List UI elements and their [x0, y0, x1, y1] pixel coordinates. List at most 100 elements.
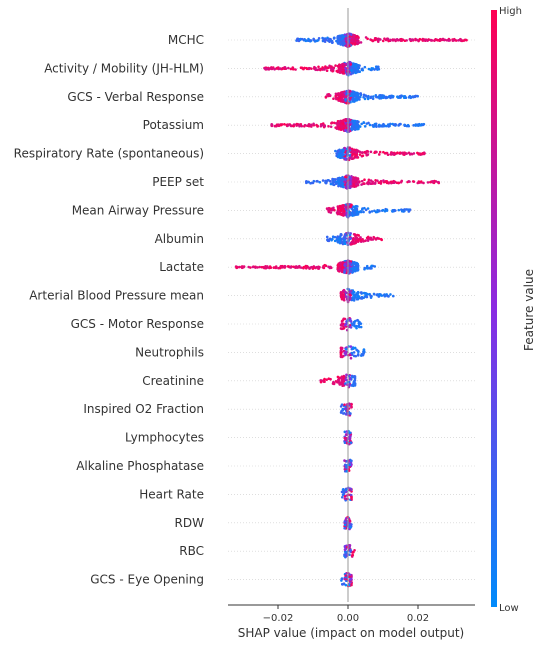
shap-point	[382, 124, 386, 128]
shap-point	[447, 39, 451, 42]
shap-point	[349, 345, 353, 348]
shap-point	[387, 39, 390, 43]
shap-point	[348, 437, 351, 441]
shap-point	[403, 123, 406, 127]
shap-point	[343, 268, 346, 272]
shap-point	[371, 97, 375, 101]
shap-point	[324, 65, 327, 68]
shap-point	[355, 326, 358, 330]
shap-point	[348, 98, 352, 101]
shap-point	[344, 350, 348, 354]
shap-point	[363, 178, 366, 181]
shap-point	[349, 156, 353, 160]
shap-point	[358, 153, 362, 156]
shap-point	[302, 265, 306, 269]
shap-point	[340, 152, 344, 155]
shap-point	[397, 124, 400, 127]
shap-point	[350, 351, 354, 355]
shap-point	[332, 381, 336, 385]
feature-label: Lymphocytes	[125, 431, 204, 445]
shap-point	[377, 181, 381, 185]
shap-point	[345, 70, 349, 73]
shap-point	[341, 90, 344, 94]
feature-label: Albumin	[155, 232, 204, 246]
shap-point	[343, 124, 347, 128]
shap-point	[355, 155, 359, 159]
shap-point	[399, 180, 403, 184]
shap-point	[350, 69, 353, 72]
shap-point	[341, 379, 344, 383]
shap-point	[344, 465, 348, 469]
shap-point	[315, 179, 319, 183]
shap-point	[348, 35, 352, 38]
shap-point	[289, 67, 293, 71]
shap-point	[299, 266, 303, 269]
shap-point	[349, 33, 353, 37]
shap-point	[353, 121, 356, 125]
shap-point	[343, 42, 346, 46]
shap-point	[341, 488, 345, 491]
shap-point	[338, 241, 342, 245]
shap-point	[258, 265, 262, 269]
shap-point	[272, 266, 276, 269]
shap-point	[330, 208, 334, 212]
shap-point	[338, 96, 342, 99]
shap-point	[382, 179, 385, 182]
shap-point	[372, 292, 376, 296]
shap-point	[337, 125, 340, 128]
shap-point	[289, 266, 293, 269]
shap-point	[420, 122, 424, 126]
shap-point	[354, 180, 358, 184]
shap-point	[254, 266, 257, 269]
shap-point	[343, 467, 347, 471]
feature-rows: MCHC Activity / Mobility (JH-HLM) GCS - Ve…	[14, 33, 475, 587]
shap-point	[348, 523, 351, 527]
shap-point	[463, 38, 467, 42]
shap-point	[348, 578, 352, 581]
shap-point	[382, 122, 385, 126]
shap-point	[350, 405, 353, 409]
shap-point	[292, 124, 296, 128]
shap-point	[332, 97, 335, 101]
feature-label: GCS - Eye Opening	[90, 573, 204, 587]
shap-point	[240, 265, 244, 268]
shap-point	[304, 264, 308, 268]
shap-point	[410, 152, 414, 156]
shap-point	[353, 128, 357, 131]
shap-point	[358, 125, 362, 128]
shap-point	[353, 213, 356, 217]
shap-point	[329, 265, 332, 269]
shap-point	[371, 180, 375, 184]
shap-point	[340, 213, 344, 217]
shap-point	[324, 181, 328, 185]
shap-point	[352, 236, 355, 240]
shap-point	[343, 441, 347, 445]
shap-point	[341, 408, 345, 412]
shap-point	[359, 92, 363, 95]
shap-point	[339, 353, 343, 356]
shap-point	[353, 269, 357, 273]
shap-point	[393, 123, 396, 127]
shap-point	[343, 497, 347, 500]
x-axis-title: SHAP value (impact on model output)	[238, 626, 465, 640]
shap-point	[365, 267, 369, 270]
shap-point	[367, 178, 371, 182]
shap-point	[321, 39, 325, 43]
shap-point	[279, 123, 283, 127]
shap-point	[431, 180, 434, 183]
shap-point	[323, 68, 326, 71]
shap-point	[389, 96, 392, 100]
shap-point	[362, 240, 365, 243]
shap-point	[333, 239, 337, 243]
shap-point	[356, 41, 360, 44]
shap-point	[345, 126, 348, 130]
shap-point	[343, 463, 347, 467]
feature-label: RBC	[179, 544, 204, 558]
shap-point	[336, 123, 339, 127]
shap-point	[351, 323, 354, 327]
shap-point	[352, 241, 356, 244]
shap-point	[317, 68, 321, 71]
shap-point	[304, 39, 308, 43]
shap-point	[323, 377, 326, 381]
shap-point	[340, 95, 344, 99]
